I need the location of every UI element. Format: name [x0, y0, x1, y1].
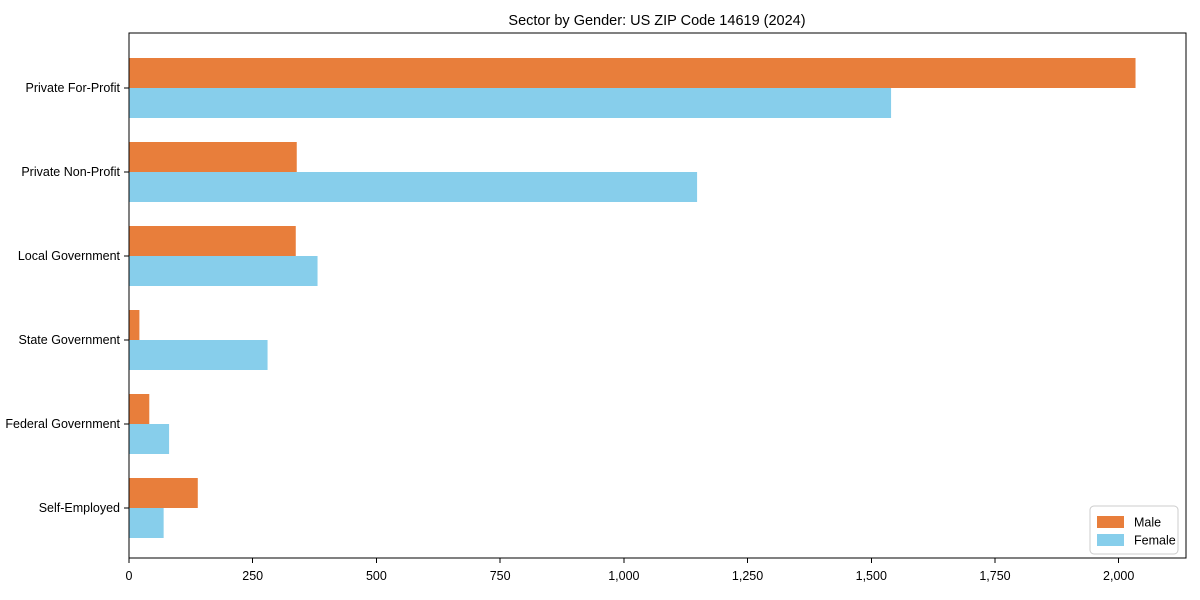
bar-male-private-for-profit [129, 58, 1136, 88]
legend-swatch-female [1097, 534, 1124, 546]
legend: Male Female [1089, 505, 1179, 555]
y-label-self-employed: Self-Employed [39, 501, 120, 515]
bar-male-state-government [129, 310, 140, 340]
bar-female-private-for-profit [129, 88, 892, 118]
bars-layer [129, 58, 1136, 538]
y-label-local-government: Local Government [18, 249, 121, 263]
x-tick-label-250: 250 [242, 569, 263, 583]
y-label-federal-government: Federal Government [5, 417, 120, 431]
plot-area [129, 33, 1186, 558]
x-tick-label-1000: 1,000 [608, 569, 639, 583]
x-tick-label-2000: 2,000 [1103, 569, 1134, 583]
x-tick-label-750: 750 [490, 569, 511, 583]
bar-male-self-employed [129, 478, 198, 508]
y-label-state-government: State Government [19, 333, 121, 347]
chart-title: Sector by Gender: US ZIP Code 14619 (202… [508, 13, 805, 29]
bar-female-state-government [129, 340, 268, 370]
y-label-private-for-profit: Private For-Profit [26, 81, 121, 95]
y-label-private-non-profit: Private Non-Profit [21, 165, 120, 179]
bar-female-federal-government [129, 424, 170, 454]
x-tick-label-1250: 1,250 [732, 569, 763, 583]
plot-border [128, 32, 1187, 559]
axes-layer: Private For-Profit Private Non-Profit Loca… [5, 81, 1134, 583]
x-tick-label-1500: 1,500 [856, 569, 887, 583]
bar-male-local-government [129, 226, 296, 256]
x-tick-label-0: 0 [126, 569, 133, 583]
legend-label-male: Male [1134, 516, 1161, 530]
x-tick-label-1750: 1,750 [979, 569, 1010, 583]
x-tick-label-500: 500 [366, 569, 387, 583]
bar-male-private-non-profit [129, 142, 297, 172]
legend-swatch-male [1097, 516, 1124, 528]
bar-female-local-government [129, 256, 318, 286]
bar-male-federal-government [129, 394, 150, 424]
bar-female-private-non-profit [129, 172, 698, 202]
legend-label-female: Female [1134, 534, 1176, 548]
bar-female-self-employed [129, 508, 164, 538]
